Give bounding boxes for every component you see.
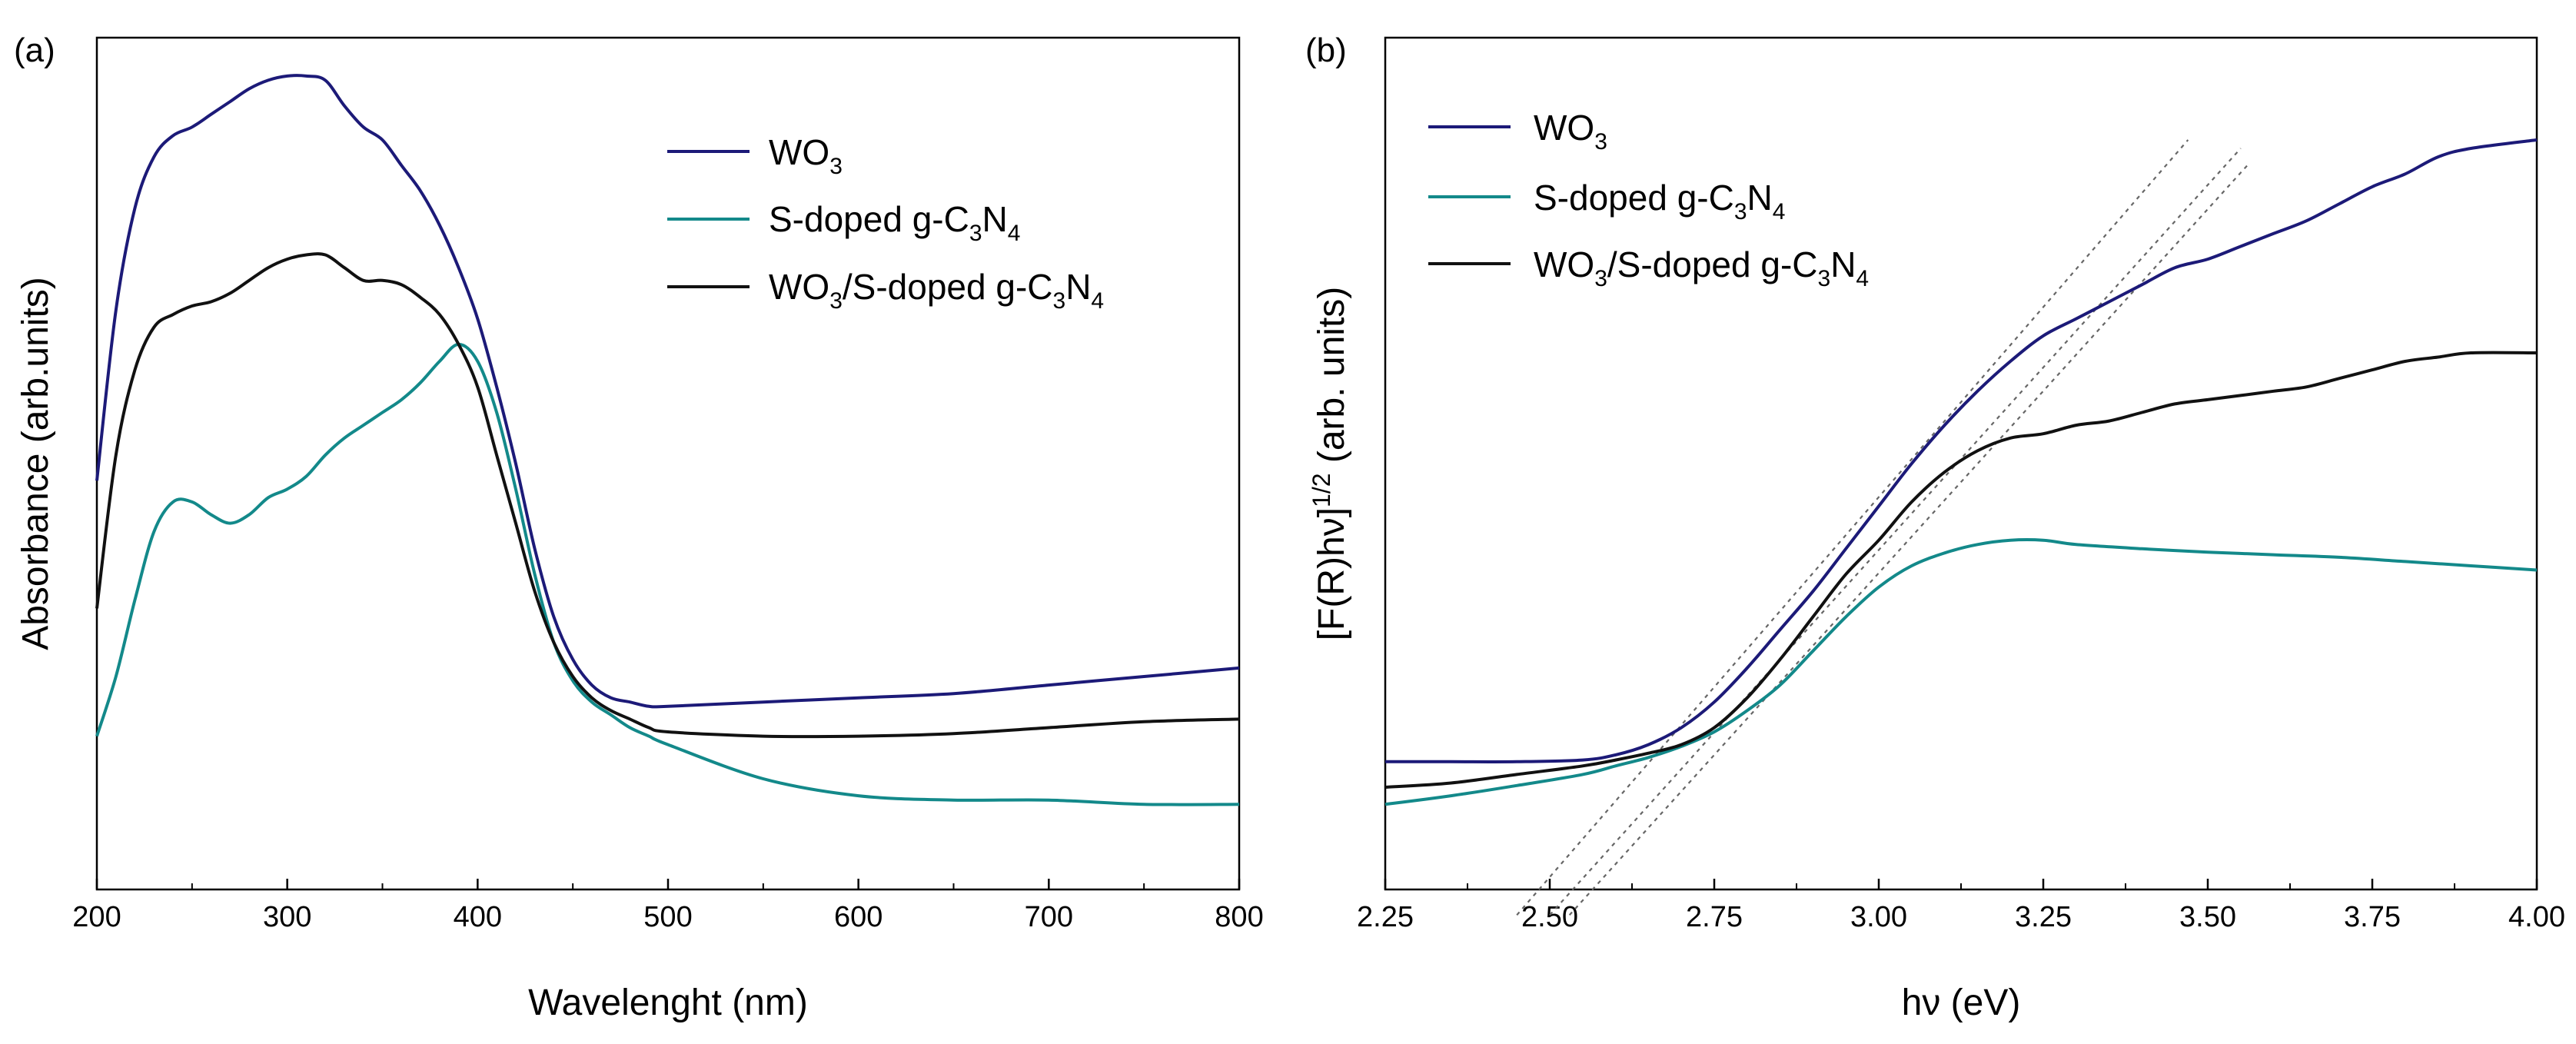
panel-b-x-tick-label-3-25: 3.25 [2015,901,2072,933]
panel-b-series-line-s-doped-g-c3n4 [1384,538,2538,806]
panel-b-tangent-line-1 [1516,139,2189,916]
panel-a-plot-frame [95,36,1241,891]
panel-a-series-line-wo3 [95,74,1240,709]
panel-a-series-line-wo3-s-doped-g-c3n4 [95,252,1240,739]
panel-a-x-ticks: 200 300 400 500 600 700 800 [72,879,1264,933]
panel-b-tangent-lines [1516,139,2249,916]
panel-b-legend-label-s-doped: S-doped g-C3N4 [1534,178,1785,224]
panel-b-x-tick-label-3-50: 3.50 [2179,901,2236,933]
panel-a-x-tick-label-500: 500 [643,901,692,933]
panel-b-x-axis-label: hν (eV) [1902,982,2021,1023]
panel-a-series-lines [95,74,1240,806]
panel-b-label: (b) [1305,32,1347,69]
panel-b-y-axis-label: [F(R)hν]1/2 (arb. units) [1308,287,1352,641]
panel-b-x-tick-label-4-00: 4.00 [2508,901,2565,933]
panel-a-x-tick-label-700: 700 [1025,901,1073,933]
panel-b: (b) 2.25 2.50 2.75 3.00 3.25 3.50 3.75 4.00 hν … [1305,32,2565,1023]
panel-b-series-lines [1384,138,2538,806]
panel-a-legend-label-s-doped: S-doped g-C3N4 [769,199,1020,246]
panel-a-x-tick-label-200: 200 [72,901,121,933]
panel-b-legend: WO3 S-doped g-C3N4 WO3/S-doped g-C3N4 [1428,108,1869,291]
panel-a-legend-label-wo3: WO3 [769,132,843,179]
panel-a-series-line-s-doped-g-c3n4 [95,342,1240,806]
panel-b-series-line-wo3 [1385,138,2538,763]
panel-a-x-axis-label: Wavelenght (nm) [528,982,808,1023]
panel-a-x-tick-label-400: 400 [454,901,502,933]
panel-b-x-tick-label-3-75: 3.75 [2344,901,2401,933]
panel-b-x-tick-label-2-25: 2.25 [1357,901,1414,933]
panel-b-legend-label-wo3: WO3 [1534,108,1607,155]
panel-a-x-tick-label-800: 800 [1215,901,1263,933]
panel-b-series-line-wo3-s-doped-g-c3n4 [1384,351,2538,789]
panel-a-y-axis-label: Absorbance (arb.units) [15,277,56,650]
panel-b-legend-label-composite: WO3/S-doped g-C3N4 [1534,244,1869,291]
panel-a-x-tick-label-600: 600 [834,901,882,933]
panel-b-x-tick-label-3-00: 3.00 [1850,901,1907,933]
panel-a-label: (a) [14,32,55,69]
panel-a-x-tick-label-300: 300 [263,901,311,933]
panel-b-tangent-line-2 [1549,148,2242,916]
panel-b-x-tick-label-2-50: 2.50 [1521,901,1578,933]
panel-a-legend-label-composite: WO3/S-doped g-C3N4 [769,267,1104,314]
panel-a-legend: WO3 S-doped g-C3N4 WO3/S-doped g-C3N4 [667,132,1104,314]
panel-b-x-tick-label-2-75: 2.75 [1686,901,1743,933]
panel-b-x-ticks: 2.25 2.50 2.75 3.00 3.25 3.50 3.75 4.00 [1357,879,2565,933]
panel-a: (a) 200 300 400 500 600 700 800 Wavelenght (nm… [14,32,1264,1023]
